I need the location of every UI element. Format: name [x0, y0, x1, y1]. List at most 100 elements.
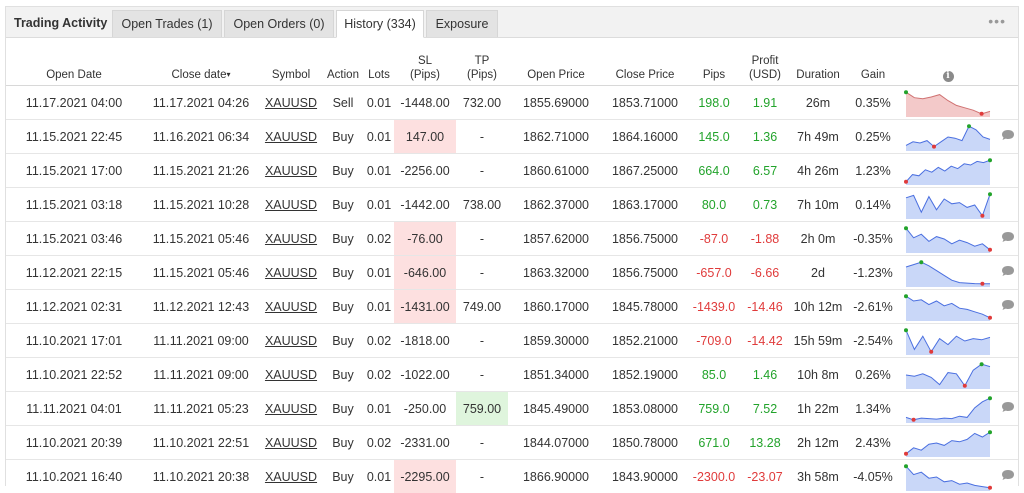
symbol-link[interactable]: XAUUSD: [265, 232, 317, 246]
tab-open-trades[interactable]: Open Trades (1): [112, 10, 222, 37]
more-dots-icon[interactable]: •••: [988, 13, 1006, 29]
close-date-cell: 11.15.2021 21:26: [142, 154, 260, 188]
equity-sparkline-cell: [898, 154, 998, 188]
symbol-link[interactable]: XAUUSD: [265, 368, 317, 382]
open-price-cell: 1855.69000: [508, 86, 604, 120]
symbol-link[interactable]: XAUUSD: [265, 266, 317, 280]
sparkline-max-point: [904, 226, 908, 230]
sl-cell: -2295.00: [394, 460, 456, 493]
equity-sparkline-cell: [898, 324, 998, 358]
header-lots[interactable]: Lots: [364, 38, 394, 86]
equity-sparkline: [904, 259, 992, 287]
header-open-price[interactable]: Open Price: [508, 38, 604, 86]
open-date-cell: 11.11.2021 04:01: [6, 392, 142, 426]
table-header-row: Open Date Close date▾ Symbol Action Lots…: [6, 38, 1018, 86]
lots-cell: 0.01: [364, 188, 394, 222]
action-cell: Buy: [322, 154, 364, 188]
tab-exposure[interactable]: Exposure: [426, 10, 498, 37]
comment-icon[interactable]: [1001, 129, 1015, 141]
lots-cell: 0.01: [364, 290, 394, 324]
symbol-cell: XAUUSD: [260, 358, 322, 392]
sparkline-max-point: [988, 192, 992, 196]
tp-cell: 738.00: [456, 188, 508, 222]
header-open-date[interactable]: Open Date: [6, 38, 142, 86]
comment-cell: [998, 324, 1018, 358]
action-cell: Buy: [322, 120, 364, 154]
comment-icon[interactable]: [1001, 265, 1015, 277]
symbol-link[interactable]: XAUUSD: [265, 300, 317, 314]
tab-history[interactable]: History (334): [336, 10, 424, 38]
symbol-link[interactable]: XAUUSD: [265, 130, 317, 144]
sl-cell: -2331.00: [394, 426, 456, 460]
comment-cell: [998, 86, 1018, 120]
open-price-cell: 1866.90000: [508, 460, 604, 493]
symbol-link[interactable]: XAUUSD: [265, 402, 317, 416]
symbol-link[interactable]: XAUUSD: [265, 96, 317, 110]
action-cell: Buy: [322, 426, 364, 460]
header-chart: i: [898, 38, 998, 86]
equity-sparkline-cell: [898, 358, 998, 392]
comment-icon[interactable]: [1001, 469, 1015, 481]
tp-cell: -: [456, 358, 508, 392]
tab-open-orders[interactable]: Open Orders (0): [224, 10, 334, 37]
close-date-cell: 11.15.2021 05:46: [142, 256, 260, 290]
comment-cell: [998, 222, 1018, 256]
symbol-link[interactable]: XAUUSD: [265, 334, 317, 348]
pips-cell: -709.0: [686, 324, 742, 358]
info-icon[interactable]: i: [943, 71, 954, 82]
header-close-date[interactable]: Close date▾: [142, 38, 260, 86]
header-tp[interactable]: TP(Pips): [456, 38, 508, 86]
symbol-link[interactable]: XAUUSD: [265, 198, 317, 212]
symbol-link[interactable]: XAUUSD: [265, 164, 317, 178]
header-pips[interactable]: Pips: [686, 38, 742, 86]
header-sl[interactable]: SL(Pips): [394, 38, 456, 86]
close-date-cell: 11.10.2021 22:51: [142, 426, 260, 460]
header-action[interactable]: Action: [322, 38, 364, 86]
comment-cell: [998, 256, 1018, 290]
action-cell: Buy: [322, 324, 364, 358]
symbol-cell: XAUUSD: [260, 120, 322, 154]
close-date-cell: 11.15.2021 05:46: [142, 222, 260, 256]
sl-cell: -1442.00: [394, 188, 456, 222]
action-cell: Buy: [322, 188, 364, 222]
equity-sparkline: [904, 395, 992, 423]
duration-cell: 7h 49m: [788, 120, 848, 154]
sparkline-min-point: [980, 111, 984, 115]
tp-cell: -: [456, 256, 508, 290]
pips-cell: 671.0: [686, 426, 742, 460]
comment-icon[interactable]: [1001, 231, 1015, 243]
symbol-link[interactable]: XAUUSD: [265, 470, 317, 484]
header-close-price[interactable]: Close Price: [604, 38, 686, 86]
sl-cell: -250.00: [394, 392, 456, 426]
equity-sparkline: [904, 89, 992, 117]
header-symbol[interactable]: Symbol: [260, 38, 322, 86]
pips-cell: 664.0: [686, 154, 742, 188]
profit-cell: 0.73: [742, 188, 788, 222]
sparkline-max-point: [904, 328, 908, 332]
symbol-link[interactable]: XAUUSD: [265, 436, 317, 450]
sl-cell: -646.00: [394, 256, 456, 290]
header-duration[interactable]: Duration: [788, 38, 848, 86]
tab-trading-activity[interactable]: Trading Activity: [6, 10, 110, 37]
comment-icon[interactable]: [1001, 401, 1015, 413]
equity-sparkline: [904, 157, 992, 185]
sparkline-min-point: [929, 349, 933, 353]
header-profit[interactable]: Profit(USD): [742, 38, 788, 86]
header-gain[interactable]: Gain: [848, 38, 898, 86]
comment-icon[interactable]: [1001, 299, 1015, 311]
lots-cell: 0.01: [364, 256, 394, 290]
comment-cell: [998, 120, 1018, 154]
